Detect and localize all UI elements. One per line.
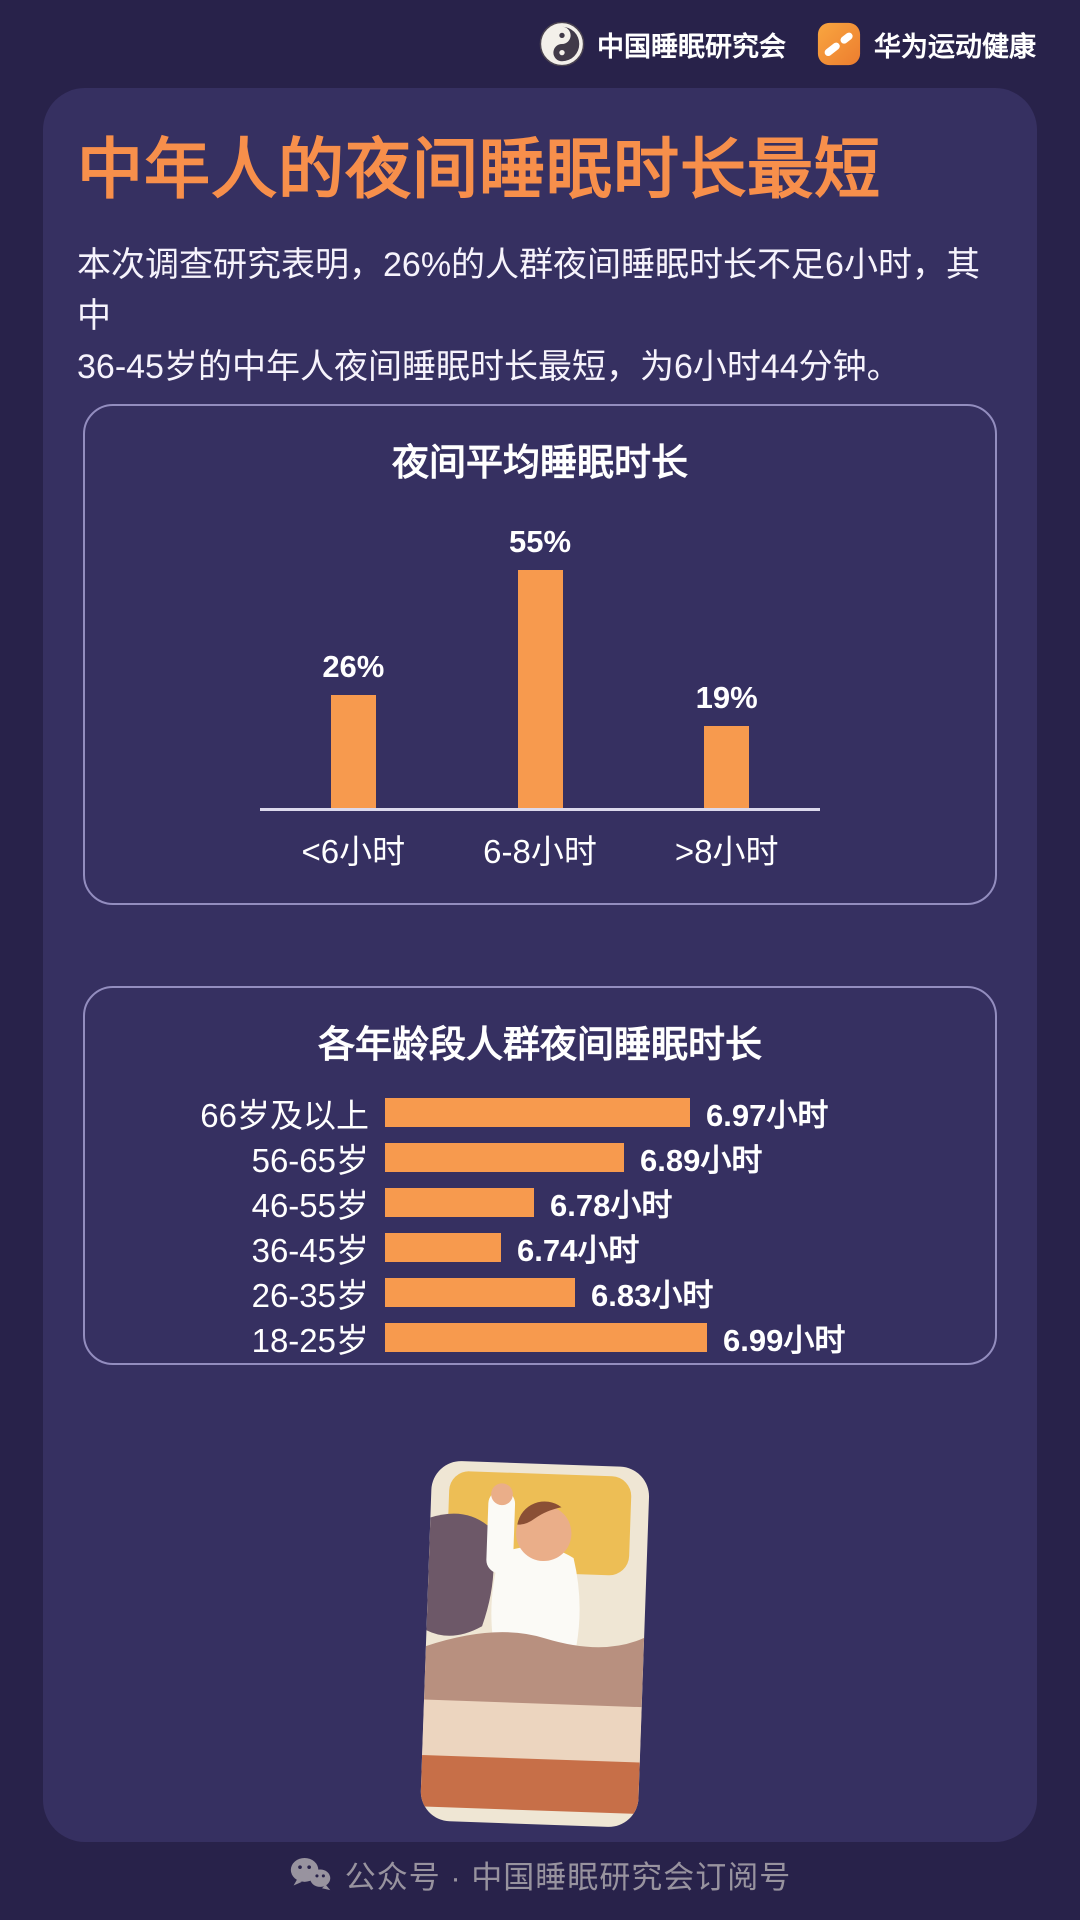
huawei-health-icon: [816, 21, 862, 67]
huawei-health-name: 华为运动健康: [874, 31, 1036, 62]
hbar-value-label: 6.97小时: [706, 1098, 829, 1133]
hbar: [385, 1233, 501, 1262]
bar: [704, 726, 750, 808]
bar-value-label: 55%: [508, 524, 572, 559]
intro-line-1: 本次调查研究表明，26%的人群夜间睡眠时长不足6小时，其中: [77, 246, 980, 335]
hbar-value-label: 6.74小时: [517, 1233, 640, 1268]
vertical-bar-plot: 26% 55% 19%: [260, 510, 820, 811]
hbar-value-label: 6.99小时: [723, 1323, 846, 1358]
hbar-row: 18-25岁 6.99小时: [85, 1315, 995, 1360]
bar-column: 55%: [447, 524, 634, 808]
intro-paragraph: 本次调查研究表明，26%的人群夜间睡眠时长不足6小时，其中 36-45岁的中年人…: [77, 240, 1007, 393]
avg-sleep-duration-chart: 夜间平均睡眠时长 26% 55% 19% <6小时 6-8小时 >8小时: [83, 404, 997, 905]
bar: [517, 570, 563, 808]
hbar-row: 36-45岁 6.74小时: [85, 1225, 995, 1270]
age-group-sleep-chart: 各年龄段人群夜间睡眠时长 66岁及以上 6.97小时 56-65岁 6.89小时 46-…: [83, 986, 997, 1365]
bar-value-label: 19%: [695, 680, 758, 715]
hbar-value-label: 6.78小时: [550, 1188, 673, 1223]
chart2-title: 各年龄段人群夜间睡眠时长: [318, 1024, 762, 1065]
bar-value-label: 26%: [322, 649, 385, 684]
brand-sleep-society: 中国睡眠研究会: [539, 21, 786, 67]
hbar: [385, 1323, 707, 1352]
chart1-title: 夜间平均睡眠时长: [392, 442, 688, 483]
hbar: [385, 1098, 690, 1127]
hbar-category-label: 46-55岁: [251, 1186, 369, 1224]
horizontal-bar-plot: 66岁及以上 6.97小时 56-65岁 6.89小时 46-55岁 6.78小时 36-4…: [85, 1090, 995, 1360]
footer-text: 公众号 · 中国睡眠研究会订阅号: [344, 1860, 792, 1895]
footer: 公众号 · 中国睡眠研究会订阅号: [0, 1852, 1080, 1897]
wechat-icon: [289, 1856, 333, 1893]
bar-category-label: <6小时: [301, 833, 406, 870]
sleep-society-name: 中国睡眠研究会: [597, 31, 786, 62]
bar-column: 19%: [633, 680, 820, 808]
hbar-row: 66岁及以上 6.97小时: [85, 1090, 995, 1135]
header: 中国睡眠研究会 华为运动健康: [0, 0, 1080, 88]
sleeping-person-illustration: [385, 1444, 685, 1840]
content-card: 中年人的夜间睡眠时长最短 本次调查研究表明，26%的人群夜间睡眠时长不足6小时，…: [43, 88, 1037, 1842]
hbar-category-label: 66岁及以上: [200, 1096, 369, 1134]
hbar: [385, 1188, 534, 1217]
bar-column: 26%: [260, 649, 447, 808]
hbar-value-label: 6.83小时: [591, 1278, 714, 1313]
hbar-row: 46-55岁 6.78小时: [85, 1180, 995, 1225]
hbar: [385, 1143, 624, 1172]
intro-line-2: 36-45岁的中年人夜间睡眠时长最短，为6小时44分钟。: [77, 348, 901, 386]
brand-huawei-health: 华为运动健康: [816, 21, 1036, 67]
hbar: [385, 1278, 575, 1307]
hbar-category-label: 18-25岁: [251, 1321, 369, 1359]
hbar-value-label: 6.89小时: [640, 1143, 763, 1178]
hbar-category-label: 56-65岁: [251, 1141, 369, 1179]
hbar-row: 26-35岁 6.83小时: [85, 1270, 995, 1315]
hbar-category-label: 36-45岁: [251, 1231, 369, 1269]
hbar-category-label: 26-35岁: [251, 1276, 369, 1314]
bar: [330, 695, 376, 808]
bar-category-label: 6-8小时: [483, 833, 597, 870]
bar-category-label: >8小时: [674, 833, 779, 870]
vertical-bar-category-labels: <6小时 6-8小时 >8小时: [260, 825, 820, 873]
page-title: 中年人的夜间睡眠时长最短: [77, 132, 881, 206]
hbar-row: 56-65岁 6.89小时: [85, 1135, 995, 1180]
sleep-society-seal-icon: [539, 21, 585, 67]
